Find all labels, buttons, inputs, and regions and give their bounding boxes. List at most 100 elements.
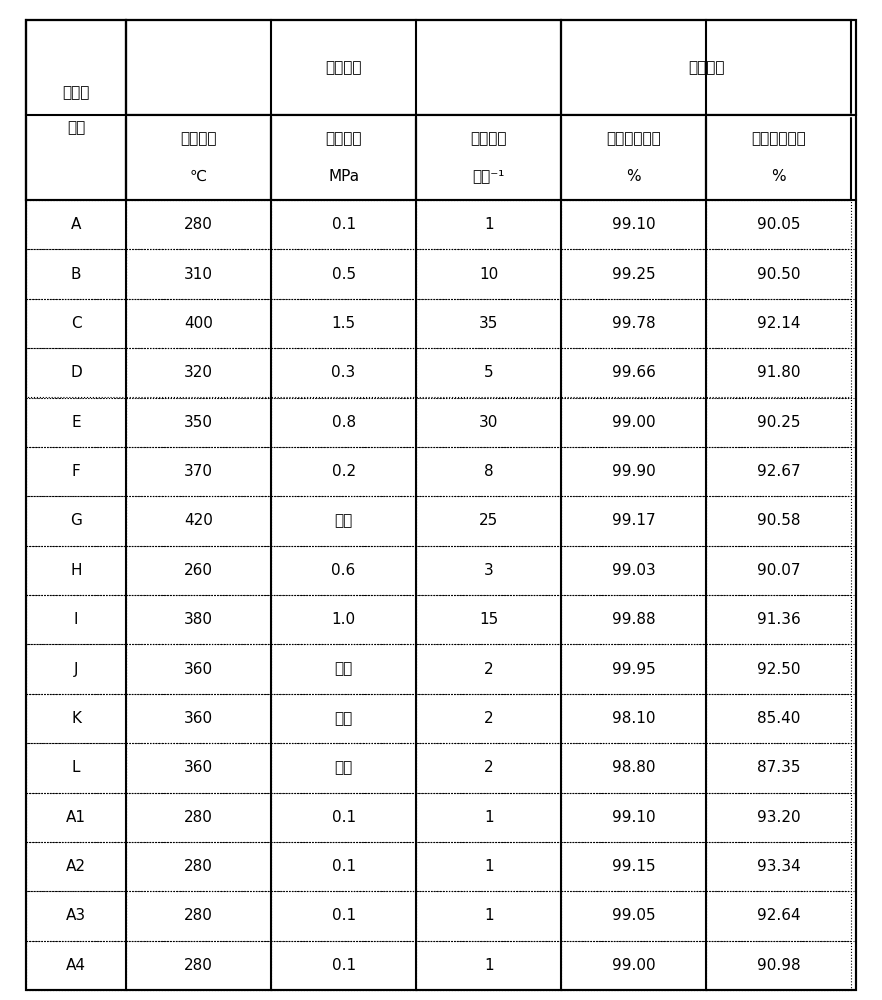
Bar [706, 941, 851, 990]
Text: 常压: 常压 [334, 711, 353, 726]
Bar [706, 644, 851, 694]
Text: G: G [71, 513, 82, 528]
Bar [26, 20, 126, 200]
Bar [561, 694, 706, 743]
Text: 10: 10 [479, 267, 498, 282]
Text: 25: 25 [479, 513, 498, 528]
Bar [126, 249, 271, 299]
Bar [271, 595, 416, 644]
Text: 93.20: 93.20 [757, 810, 801, 825]
Bar [126, 694, 271, 743]
Text: 1: 1 [484, 958, 494, 973]
Bar [416, 743, 561, 792]
Text: 实验条件: 实验条件 [325, 60, 362, 75]
Text: 380: 380 [184, 612, 213, 627]
Bar [271, 348, 416, 397]
Text: 90.98: 90.98 [757, 958, 801, 973]
Bar [26, 546, 126, 595]
Text: 99.78: 99.78 [612, 316, 655, 331]
Bar [26, 397, 126, 447]
Bar [706, 694, 851, 743]
Bar [126, 891, 271, 941]
Bar [416, 249, 561, 299]
Text: 反应温度

℃: 反应温度 ℃ [180, 131, 217, 184]
Text: K: K [71, 711, 81, 726]
Bar [271, 694, 416, 743]
Bar [271, 447, 416, 496]
Bar [561, 299, 706, 348]
Text: A3: A3 [66, 908, 86, 923]
Bar [416, 299, 561, 348]
Text: 420: 420 [184, 513, 213, 528]
Text: 360: 360 [184, 711, 213, 726]
Text: 0.3: 0.3 [332, 365, 355, 380]
Text: 99.10: 99.10 [612, 217, 655, 232]
Text: 正戊烯选择性

%: 正戊烯选择性 % [751, 131, 806, 184]
Text: 98.10: 98.10 [612, 711, 655, 726]
Bar [561, 595, 706, 644]
Text: 5: 5 [484, 365, 494, 380]
Text: 99.10: 99.10 [612, 810, 655, 825]
Bar [271, 397, 416, 447]
Text: 91.80: 91.80 [757, 365, 801, 380]
Text: 0.1: 0.1 [332, 958, 355, 973]
Bar [271, 891, 416, 941]
Text: 1: 1 [484, 908, 494, 923]
Bar [26, 792, 126, 842]
Text: 350: 350 [184, 415, 213, 430]
Bar [26, 842, 126, 891]
Bar [26, 743, 126, 792]
Text: 280: 280 [184, 958, 213, 973]
Bar [706, 792, 851, 842]
Text: 92.50: 92.50 [757, 662, 801, 677]
Bar [126, 299, 271, 348]
Text: 280: 280 [184, 217, 213, 232]
Text: 90.07: 90.07 [757, 563, 801, 578]
Text: 2: 2 [484, 760, 494, 775]
Text: 90.50: 90.50 [757, 267, 801, 282]
Text: 99.17: 99.17 [612, 513, 655, 528]
Bar [706, 743, 851, 792]
Bar [561, 842, 706, 891]
Bar [706, 546, 851, 595]
Bar [126, 200, 271, 249]
Text: 280: 280 [184, 810, 213, 825]
Text: 原料空速

小时⁻¹: 原料空速 小时⁻¹ [470, 131, 507, 184]
Text: 92.64: 92.64 [757, 908, 801, 923]
Bar [561, 546, 706, 595]
Bar [416, 546, 561, 595]
Bar [26, 496, 126, 546]
Bar [271, 842, 416, 891]
Bar [126, 348, 271, 397]
Bar [126, 397, 271, 447]
Text: 0.8: 0.8 [332, 415, 355, 430]
Text: 99.95: 99.95 [612, 662, 655, 677]
Text: A2: A2 [66, 859, 86, 874]
Bar [271, 299, 416, 348]
Bar [26, 299, 126, 348]
Bar [126, 842, 271, 891]
Text: 常压: 常压 [334, 662, 353, 677]
Text: 99.88: 99.88 [612, 612, 655, 627]
Text: 93.34: 93.34 [757, 859, 801, 874]
Bar [561, 496, 706, 546]
Text: 400: 400 [184, 316, 213, 331]
Bar [561, 792, 706, 842]
Bar [416, 496, 561, 546]
Text: 99.90: 99.90 [612, 464, 655, 479]
Bar [26, 891, 126, 941]
Bar [126, 792, 271, 842]
Text: 0.1: 0.1 [332, 908, 355, 923]
Text: 90.05: 90.05 [757, 217, 801, 232]
Text: 90.25: 90.25 [757, 415, 801, 430]
Bar [271, 200, 416, 249]
Bar [126, 743, 271, 792]
Text: 99.00: 99.00 [612, 415, 655, 430]
Text: 实验结果: 实验结果 [688, 60, 724, 75]
Bar [706, 115, 851, 200]
Text: L: L [72, 760, 80, 775]
Bar [271, 249, 416, 299]
Text: 99.15: 99.15 [612, 859, 655, 874]
Bar [26, 348, 126, 397]
Text: A: A [71, 217, 81, 232]
